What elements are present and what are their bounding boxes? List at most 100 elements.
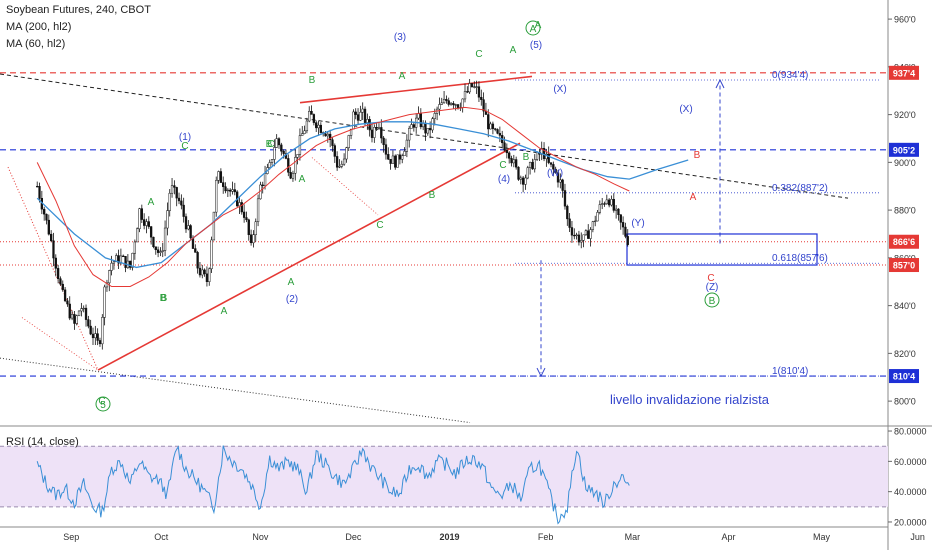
candle-body	[291, 172, 295, 179]
candle-body	[563, 190, 567, 207]
candle-body	[131, 252, 134, 268]
candle-body	[601, 203, 604, 205]
candle-body	[194, 248, 197, 253]
candle-body	[370, 129, 374, 138]
time-tick-label: Apr	[721, 532, 735, 542]
candle-body	[612, 198, 615, 211]
candle-body	[433, 113, 436, 119]
candle-body	[91, 333, 95, 339]
candle-body	[212, 211, 216, 241]
candle-body	[347, 135, 350, 148]
wave-label-red: B	[694, 150, 701, 161]
wave-b-line	[311, 157, 379, 216]
candle-body	[252, 234, 255, 244]
level-badge-label: 857'0	[893, 261, 915, 271]
candle-body	[112, 261, 116, 264]
candle-body	[619, 214, 622, 223]
candle-body	[394, 155, 397, 168]
candle-body	[82, 307, 85, 310]
rsi-tick-label: 80.0000	[894, 427, 927, 437]
candle-body	[270, 159, 274, 163]
level-badge-label: 866'6	[893, 237, 915, 247]
candle-body	[610, 198, 613, 206]
candle-body	[66, 300, 69, 305]
candle-body	[240, 202, 243, 213]
candle-body	[389, 158, 392, 164]
candle-body	[180, 200, 183, 206]
wave-label-green: 5	[100, 400, 106, 411]
candle-body	[519, 177, 522, 180]
candle-body	[361, 108, 364, 113]
candle-body	[329, 133, 332, 141]
candle-body	[296, 154, 299, 158]
candle-body	[143, 219, 146, 226]
candle-body	[326, 133, 329, 137]
candle-body	[136, 228, 139, 243]
candle-body	[154, 246, 157, 251]
candle-body	[373, 127, 376, 138]
candle-body	[129, 260, 132, 268]
wave-label-green: A	[299, 174, 306, 185]
wave-label-blue: (Z)	[706, 282, 719, 293]
candle-body	[349, 128, 353, 136]
candle-body	[498, 133, 502, 136]
candle-body	[94, 333, 97, 339]
candle-body	[526, 167, 529, 179]
candle-body	[317, 124, 320, 129]
candle-body	[77, 310, 81, 316]
candles	[36, 79, 629, 350]
candle-body	[591, 221, 595, 230]
wave-label-green: A	[148, 197, 155, 208]
candle-body	[147, 221, 150, 227]
wave5-lower-line	[21, 317, 99, 371]
candle-body	[554, 168, 557, 173]
wave-label-blue: (X)	[679, 104, 692, 115]
candle-body	[305, 120, 309, 132]
ma60-line	[36, 106, 630, 287]
candle-body	[568, 218, 571, 228]
candle-body	[624, 226, 627, 237]
candle-body	[614, 208, 618, 211]
candle-body	[535, 152, 539, 160]
candle-body	[205, 273, 209, 282]
wave-label-blue: (X)	[553, 84, 566, 95]
candle-body	[310, 110, 313, 115]
candle-body	[510, 158, 513, 164]
candle-body	[247, 219, 250, 236]
candle-body	[280, 144, 283, 152]
wave-circle	[95, 396, 111, 412]
candle-body	[573, 234, 576, 237]
candle-body	[217, 171, 220, 181]
candle-body	[442, 98, 446, 104]
candle-body	[580, 240, 583, 243]
candle-body	[268, 162, 271, 168]
candle-body	[103, 286, 106, 318]
wave-label-green: C	[267, 139, 274, 150]
candle-body	[89, 325, 92, 335]
candle-body	[466, 91, 469, 93]
time-tick-label: 2019	[439, 532, 459, 542]
level-badge	[889, 65, 919, 80]
wave-label-green: A	[510, 45, 517, 56]
candle-body	[231, 189, 234, 192]
rsi-tick-label: 20.0000	[894, 517, 927, 527]
candle-body	[403, 151, 406, 157]
candle-body	[61, 283, 64, 291]
candle-body	[356, 114, 360, 121]
candle-body	[515, 159, 518, 168]
candle-body	[87, 319, 90, 327]
candle-body	[461, 98, 464, 108]
candle-body	[412, 124, 416, 128]
candle-body	[508, 152, 511, 159]
candle-body	[110, 262, 113, 271]
level-badge	[889, 234, 919, 249]
wave5-decline-line	[7, 166, 99, 371]
candle-body	[159, 251, 162, 253]
candle-body	[489, 123, 492, 130]
candle-body	[547, 153, 550, 163]
candle-body	[582, 234, 585, 241]
candle-body	[215, 180, 218, 213]
support-trendline	[97, 142, 521, 371]
candle-body	[287, 158, 290, 173]
